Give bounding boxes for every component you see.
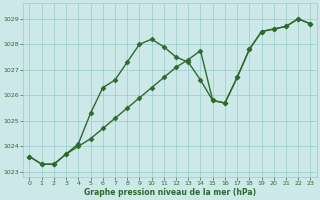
X-axis label: Graphe pression niveau de la mer (hPa): Graphe pression niveau de la mer (hPa) [84, 188, 256, 197]
